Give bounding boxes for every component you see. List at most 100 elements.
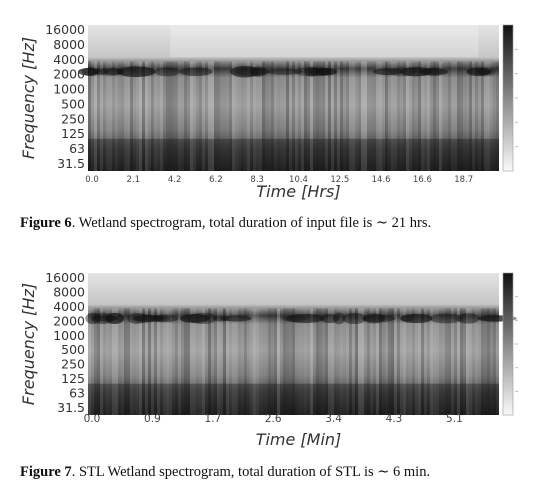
- figure-7: 16000 8000 4000 2000 1000 500 250 125 63 31.5 0.0 0…: [0, 265, 539, 500]
- texture-column: [124, 308, 127, 415]
- texture-column: [181, 308, 184, 415]
- y-axis-label: Frequency [Hz]: [19, 37, 38, 159]
- texture-column: [313, 61, 316, 171]
- texture-column: [127, 308, 130, 415]
- texture-column: [184, 61, 187, 171]
- texture-column: [322, 308, 325, 415]
- band-blob: [320, 313, 340, 324]
- texture-column: [154, 61, 157, 171]
- band-blob: [249, 66, 268, 77]
- texture-column: [460, 61, 463, 171]
- texture-column: [268, 308, 271, 415]
- texture-column: [112, 308, 115, 415]
- texture-column: [190, 308, 193, 415]
- texture-column: [436, 61, 439, 171]
- band-blob: [363, 313, 385, 324]
- texture-column: [376, 308, 379, 415]
- texture-column: [316, 308, 319, 415]
- texture-column: [493, 61, 496, 171]
- y-tick-label: 125: [61, 371, 85, 386]
- texture-column: [217, 61, 220, 171]
- texture-column: [160, 61, 163, 171]
- spectrogram-plot-area: [85, 273, 517, 415]
- low-frequency-region: [88, 138, 499, 171]
- texture-column: [220, 308, 223, 415]
- y-tick-label: 500: [61, 96, 85, 111]
- texture-column: [424, 61, 427, 171]
- texture-column: [487, 61, 490, 171]
- texture-column: [445, 308, 448, 415]
- texture-column: [457, 308, 460, 415]
- x-tick-label: 4.2: [168, 175, 182, 185]
- x-axis-label: Time [Min]: [256, 430, 342, 449]
- band-blob: [187, 312, 217, 325]
- texture-column: [415, 308, 418, 415]
- texture-column: [397, 308, 400, 415]
- texture-column: [301, 308, 304, 415]
- y-tick-label: 8000: [53, 37, 85, 52]
- texture-column: [211, 61, 214, 171]
- texture-column: [376, 61, 379, 171]
- band-blob: [219, 315, 252, 322]
- figure-7-caption-text: . STL Wetland spectrogram, total duratio…: [71, 464, 431, 480]
- texture-column: [115, 61, 118, 171]
- texture-column: [382, 308, 385, 415]
- x-tick-label: 6.2: [209, 175, 223, 185]
- figure-6-label: Figure 6: [20, 215, 72, 231]
- band-blob: [265, 68, 303, 75]
- texture-column: [463, 308, 466, 415]
- texture-column: [295, 61, 298, 171]
- y-tick-label: 2000: [53, 67, 85, 82]
- x-tick-label: 0.9: [144, 413, 161, 425]
- band-blob: [476, 67, 497, 77]
- band-blob: [133, 315, 165, 322]
- texture-column: [121, 308, 124, 415]
- texture-column: [253, 308, 256, 415]
- band-blob: [153, 314, 179, 323]
- texture-column: [178, 61, 181, 171]
- y-tick-label: 63: [69, 141, 85, 156]
- texture-column: [451, 61, 454, 171]
- texture-column: [361, 308, 364, 415]
- y-tick-label: 4000: [53, 52, 85, 67]
- texture-column: [325, 61, 328, 171]
- y-tick-label: 63: [69, 386, 85, 401]
- texture-column: [97, 308, 100, 415]
- x-tick-label: 10.4: [289, 175, 308, 185]
- band-blob: [179, 313, 210, 323]
- texture-column: [337, 61, 340, 171]
- spectrogram-texture: [88, 308, 496, 415]
- band-blob: [85, 312, 101, 325]
- texture-column: [202, 308, 205, 415]
- texture-column: [355, 308, 358, 415]
- texture-column: [187, 308, 190, 415]
- texture-column: [289, 308, 292, 415]
- figure-6-caption: Figure 6. Wetland spectrogram, total dur…: [20, 214, 530, 232]
- texture-column: [466, 308, 469, 415]
- texture-column: [418, 308, 421, 415]
- x-tick-label: 0.0: [84, 413, 101, 425]
- texture-column: [142, 308, 145, 415]
- texture-column: [127, 61, 130, 171]
- texture-column: [352, 61, 355, 171]
- texture-column: [361, 61, 364, 171]
- texture-column: [220, 61, 223, 171]
- texture-column: [181, 61, 184, 171]
- texture-column: [430, 308, 433, 415]
- texture-column: [259, 61, 262, 171]
- x-tick-label: 5.1: [446, 413, 463, 425]
- spectrogram-background: [88, 25, 499, 171]
- texture-column: [88, 308, 91, 415]
- texture-column: [157, 308, 160, 415]
- texture-column: [217, 308, 220, 415]
- texture-column: [145, 61, 148, 171]
- texture-column: [169, 308, 172, 415]
- texture-column: [421, 308, 424, 415]
- colorbar: [502, 272, 518, 416]
- texture-column: [163, 308, 166, 415]
- texture-column: [463, 61, 466, 171]
- texture-column: [199, 308, 202, 415]
- figure-7-label: Figure 7: [20, 464, 72, 480]
- x-tick-label: 1.7: [204, 413, 221, 425]
- band-blob: [81, 67, 100, 77]
